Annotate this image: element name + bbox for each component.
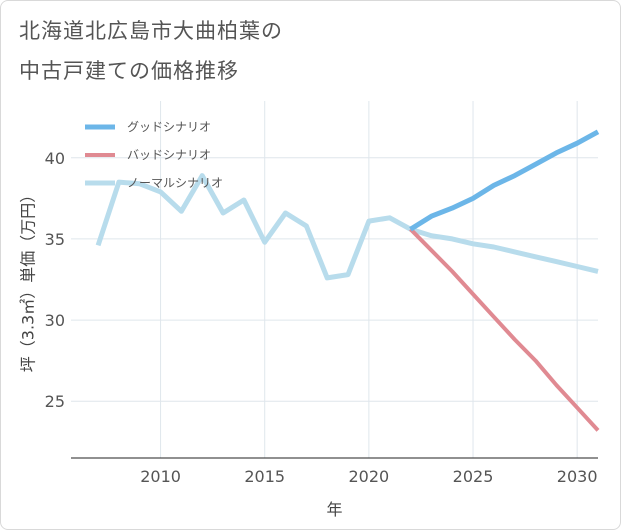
x-tick-label-2015: 2015 [244,467,285,486]
y-tick-label-30: 30 [45,311,65,330]
x-tick-label-2025: 2025 [453,467,494,486]
y-tick-label-35: 35 [45,230,65,249]
y-tick-label-40: 40 [45,149,65,168]
y-tick-label-25: 25 [45,392,65,411]
series-line-1 [409,227,600,432]
x-axis-title: 年 [326,500,342,519]
chart-title-line-1: 北海道北広島市大曲柏葉の [19,19,283,43]
legend-label-0: グッドシナリオ [127,120,211,134]
legend-label-1: バッドシナリオ [127,148,211,162]
tick-labels: 2010 2015 2020 2025 2030 25 30 35 40 [45,149,598,486]
y-axis-title: 坪（3.3㎡）単価（万円） [19,187,38,372]
chart-title-line-2: 中古戸建ての価格推移 [19,59,239,83]
series-line-0 [409,129,600,232]
series-layer [95,129,600,432]
x-tick-label-2020: 2020 [349,467,390,486]
series-line-2 [95,173,599,281]
x-tick-label-2030: 2030 [557,467,598,486]
legend-label-2: ノーマルシナリオ [127,176,223,190]
grid [71,101,598,458]
x-tick-label-2010: 2010 [140,467,181,486]
